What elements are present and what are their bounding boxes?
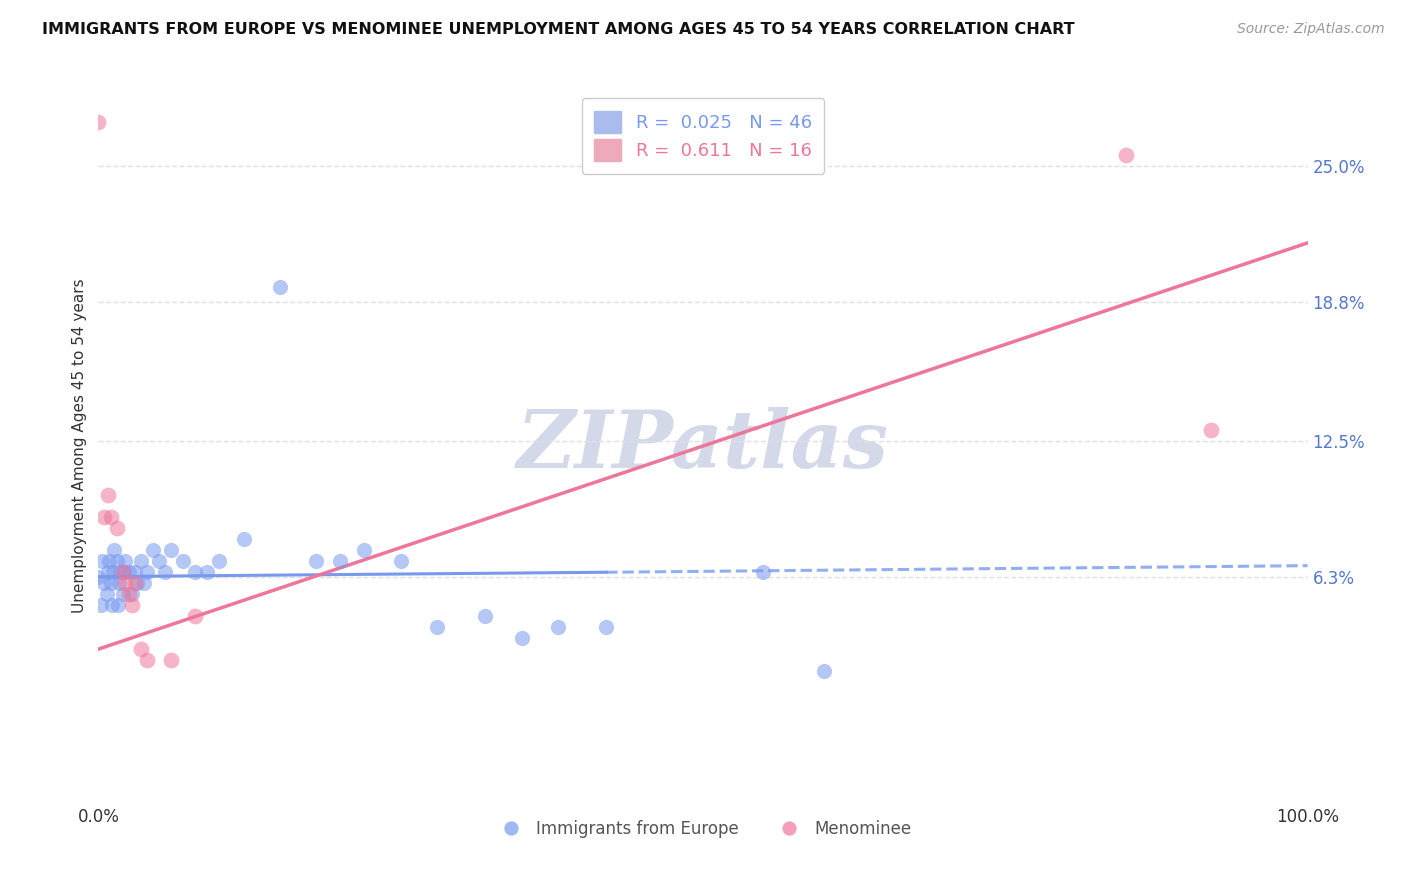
Point — [426, 620, 449, 634]
Point — [135, 653, 157, 667]
Point — [111, 587, 134, 601]
Point — [813, 664, 835, 678]
Point — [97, 566, 120, 580]
Point — [105, 554, 128, 568]
Legend: Immigrants from Europe, Menominee: Immigrants from Europe, Menominee — [488, 814, 918, 845]
Point — [114, 576, 136, 591]
Point — [103, 543, 125, 558]
Point — [114, 554, 136, 568]
Point — [184, 609, 207, 624]
Point — [108, 576, 131, 591]
Point — [93, 510, 115, 524]
Point — [87, 115, 110, 129]
Point — [105, 521, 128, 535]
Text: IMMIGRANTS FROM EUROPE VS MENOMINEE UNEMPLOYMENT AMONG AGES 45 TO 54 YEARS CORRE: IMMIGRANTS FROM EUROPE VS MENOMINEE UNEM… — [42, 22, 1074, 37]
Point — [100, 598, 122, 612]
Text: ZIPatlas: ZIPatlas — [517, 408, 889, 484]
Point — [208, 554, 231, 568]
Point — [108, 566, 131, 580]
Point — [1115, 148, 1137, 162]
Point — [353, 543, 375, 558]
Point — [160, 653, 183, 667]
Point — [269, 280, 291, 294]
Point — [172, 554, 194, 568]
Y-axis label: Unemployment Among Ages 45 to 54 years: Unemployment Among Ages 45 to 54 years — [72, 278, 87, 614]
Point — [111, 566, 134, 580]
Point — [127, 576, 149, 591]
Point — [153, 566, 176, 580]
Point — [148, 554, 170, 568]
Point — [124, 576, 146, 591]
Point — [389, 554, 412, 568]
Point — [107, 598, 129, 612]
Point — [121, 587, 143, 601]
Point — [134, 576, 156, 591]
Text: Source: ZipAtlas.com: Source: ZipAtlas.com — [1237, 22, 1385, 37]
Point — [129, 554, 152, 568]
Point — [329, 554, 352, 568]
Point — [118, 587, 141, 601]
Point — [101, 566, 124, 580]
Point — [97, 488, 120, 502]
Point — [232, 533, 254, 547]
Point — [87, 569, 110, 583]
Point — [118, 566, 141, 580]
Point — [124, 566, 146, 580]
Point — [100, 576, 122, 591]
Point — [595, 620, 617, 634]
Point — [121, 598, 143, 612]
Point — [91, 554, 114, 568]
Point — [547, 620, 569, 634]
Point — [96, 587, 118, 601]
Point — [112, 566, 135, 580]
Point — [160, 543, 183, 558]
Point — [135, 566, 157, 580]
Point — [1199, 423, 1222, 437]
Point — [184, 566, 207, 580]
Point — [510, 631, 533, 645]
Point — [93, 576, 115, 591]
Point — [100, 510, 122, 524]
Point — [129, 642, 152, 657]
Point — [142, 543, 165, 558]
Point — [474, 609, 496, 624]
Point — [98, 554, 121, 568]
Point — [752, 566, 775, 580]
Point — [195, 566, 218, 580]
Point — [305, 554, 328, 568]
Point — [90, 598, 112, 612]
